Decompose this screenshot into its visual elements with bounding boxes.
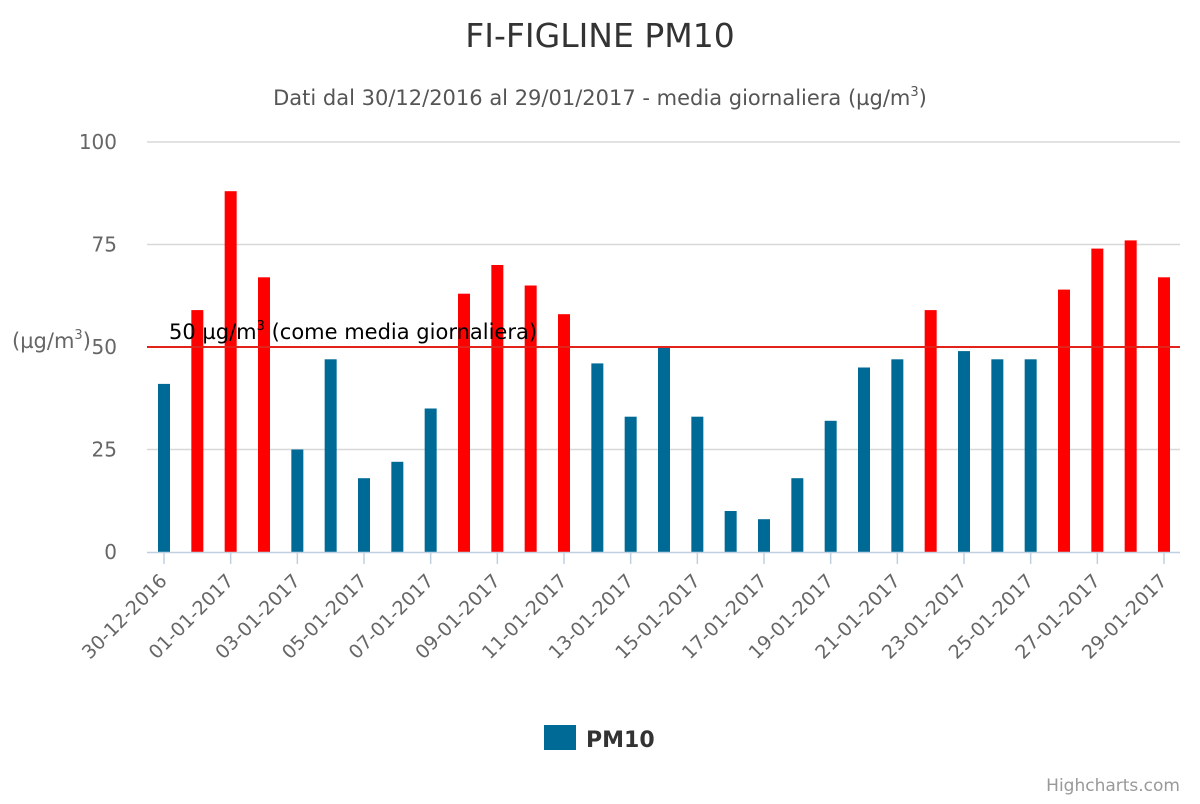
bar[interactable]	[358, 478, 370, 552]
bar[interactable]	[1024, 359, 1037, 552]
bar[interactable]	[558, 314, 570, 552]
chart-subtitle-prefix: Dati dal 30/12/2016 al 29/01/2017 - medi…	[273, 86, 910, 110]
threshold-label-sup: 3	[257, 319, 265, 334]
y-tick-label: 75	[92, 233, 117, 257]
y-axis-title-sup: 3	[74, 328, 82, 343]
bar[interactable]	[791, 478, 804, 552]
bar[interactable]	[691, 416, 704, 552]
chart-subtitle-suffix: )	[919, 86, 927, 110]
bar[interactable]	[258, 277, 270, 552]
legend-label[interactable]: PM10	[586, 728, 655, 753]
y-tick-label: 100	[79, 130, 117, 154]
y-tick-label: 25	[92, 438, 117, 462]
legend[interactable]: PM10	[544, 725, 655, 753]
y-axis-title: (µg/m3)	[12, 328, 91, 353]
bar[interactable]	[891, 359, 904, 552]
legend-swatch[interactable]	[544, 725, 576, 750]
bar[interactable]	[1058, 289, 1070, 552]
chart-subtitle-sup: 3	[910, 85, 918, 100]
bar[interactable]	[191, 310, 204, 552]
bar[interactable]	[824, 420, 837, 552]
bar[interactable]	[858, 367, 870, 553]
bar[interactable]	[291, 449, 304, 553]
chart-title: FI-FIGLINE PM10	[465, 16, 734, 55]
y-axis-title-suffix: )	[83, 329, 91, 353]
bar[interactable]	[391, 461, 404, 552]
bar[interactable]	[158, 383, 170, 552]
bar[interactable]	[458, 293, 470, 552]
bar[interactable]	[324, 359, 337, 552]
threshold-label-prefix: 50 µg/m	[169, 320, 257, 344]
bar[interactable]	[1091, 248, 1104, 552]
bar[interactable]	[758, 519, 770, 552]
bar[interactable]	[591, 363, 604, 552]
y-axis-ticks: 0 25 50 75 100	[79, 130, 117, 564]
bar[interactable]	[624, 416, 637, 552]
bar[interactable]	[524, 285, 537, 553]
x-axis	[147, 551, 1180, 564]
y-tick-label: 0	[104, 540, 117, 564]
bar[interactable]	[658, 347, 670, 552]
chart-subtitle: Dati dal 30/12/2016 al 29/01/2017 - medi…	[273, 85, 927, 110]
bar[interactable]	[991, 359, 1004, 552]
credits-link[interactable]: Highcharts.com	[1046, 776, 1180, 796]
bar[interactable]	[924, 310, 937, 552]
bar[interactable]	[1124, 240, 1137, 552]
threshold-label: 50 µg/m3 (come media giornaliera)	[169, 319, 537, 344]
bar[interactable]	[224, 191, 237, 552]
y-tick-label: 50	[92, 335, 117, 359]
bars	[158, 191, 1170, 552]
bar[interactable]	[1158, 277, 1170, 552]
x-axis-ticks: 30-12-201601-01-201703-01-201705-01-2017…	[78, 570, 1172, 664]
bar[interactable]	[724, 511, 737, 552]
bar[interactable]	[491, 265, 504, 552]
bar[interactable]	[958, 351, 970, 552]
threshold-label-suffix: (come media giornaliera)	[265, 320, 537, 344]
bar[interactable]	[424, 408, 437, 553]
y-axis-title-prefix: (µg/m	[12, 329, 74, 353]
